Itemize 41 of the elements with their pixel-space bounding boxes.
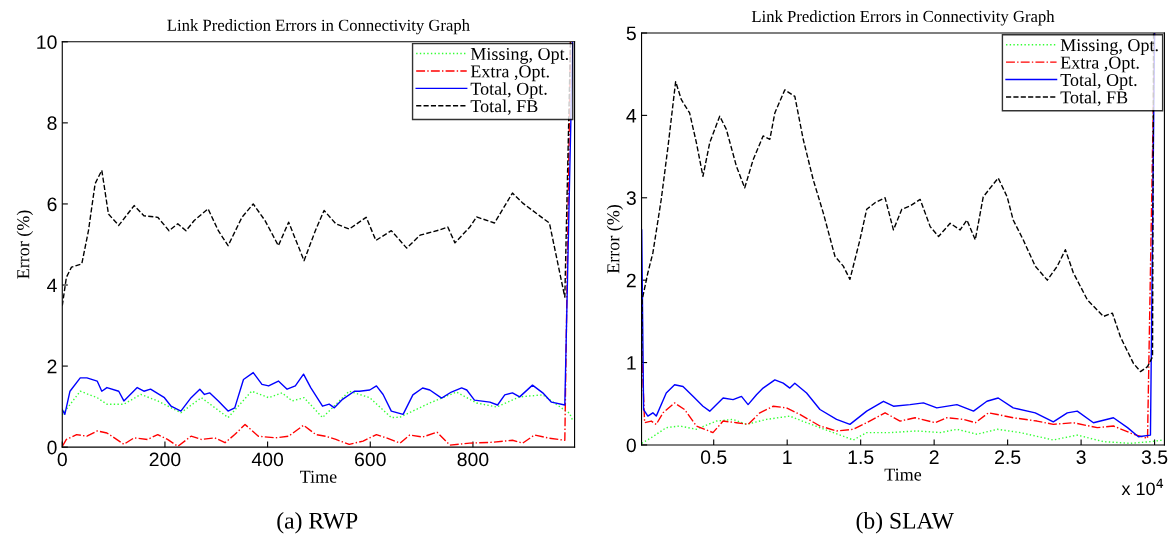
x-tick-label: 400 <box>251 452 284 467</box>
y-tick-label: 2 <box>47 359 57 374</box>
legend-label: Total, Opt. <box>470 82 547 99</box>
y-tick-label: 2 <box>626 273 636 288</box>
text: (a) RWP <box>277 512 358 534</box>
x-tick-label: 600 <box>355 452 386 467</box>
legend-label: Missing, Opt. <box>1060 39 1158 55</box>
legend-label: Total, FB <box>1060 90 1128 107</box>
y-axis-title: Error (%) <box>606 204 624 274</box>
text: (b) SLAW <box>856 512 954 534</box>
y-tick-label: 3 <box>626 191 636 206</box>
y-axis-title: Error (%) <box>16 210 34 279</box>
x-tick-label: 0.5 <box>700 450 727 465</box>
x-tick-label: 800 <box>457 452 489 467</box>
legend-label: Total, FB <box>470 99 538 115</box>
y-tick-label: 4 <box>626 109 637 123</box>
y-tick-label: 0 <box>626 438 636 453</box>
x-tick-label: 3.5 <box>1141 450 1168 465</box>
legend-label: Extra ,Opt. <box>470 65 549 82</box>
x-axis-title: Time <box>300 470 337 483</box>
x-tick-label: 1.5 <box>848 450 874 465</box>
x-tick-label: 0 <box>57 452 67 467</box>
legend-label: Extra ,Opt. <box>1060 56 1139 73</box>
chart-title: Link Prediction Errors in Connectivity Graph <box>751 10 1055 26</box>
y-tick-label: 8 <box>47 116 57 131</box>
x-tick-label: 3 <box>1076 450 1086 465</box>
x-tick-label: 2.5 <box>995 450 1021 465</box>
legend-label: Missing, Opt. <box>470 47 568 64</box>
y-tick-label: 5 <box>626 26 636 41</box>
line-series <box>62 390 574 421</box>
x-tick-label: 200 <box>149 452 181 467</box>
x-axis-title: Time <box>884 468 922 481</box>
y-tick-label: 10 <box>37 35 57 50</box>
x-tick-label: 1 <box>783 450 792 464</box>
x-tick-label: 2 <box>929 450 939 464</box>
legend-label: Total, Opt. <box>1060 73 1137 90</box>
y-tick-label: 6 <box>47 197 57 212</box>
text: x 10$^{4}$ <box>1121 478 1164 496</box>
y-tick-label: 1 <box>627 356 636 370</box>
chart-title: Link Prediction Errors in Connectivity Graph <box>167 19 470 35</box>
y-tick-label: 4 <box>47 278 57 293</box>
